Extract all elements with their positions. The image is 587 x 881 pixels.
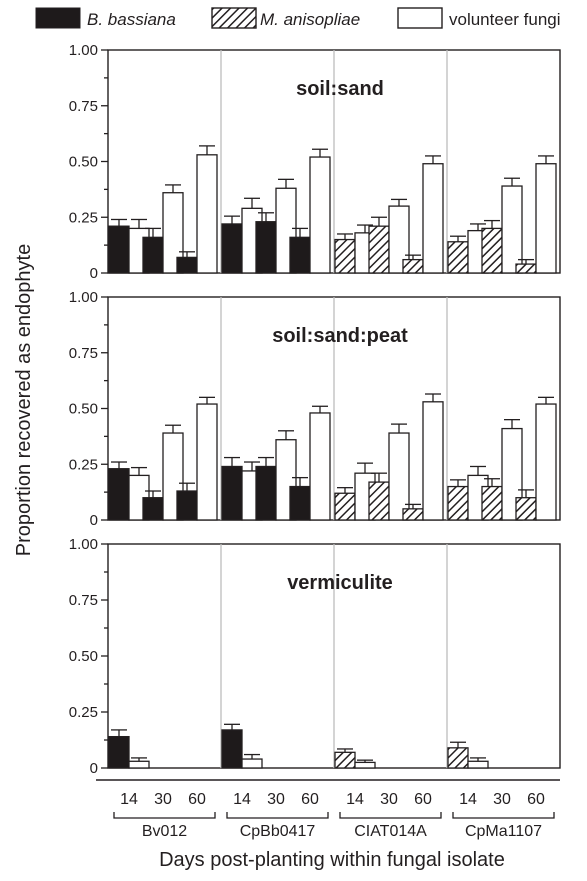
bar-bassiana xyxy=(221,223,243,274)
day-tick-label: 60 xyxy=(188,791,206,808)
legend-label-bassiana: B. bassiana xyxy=(87,10,176,29)
bar-volunteer xyxy=(309,412,331,521)
y-tick-label: 0 xyxy=(90,760,98,777)
legend: B. bassiana M. anisopliae volunteer fung… xyxy=(35,7,561,29)
bar-volunteer xyxy=(128,760,150,769)
bar-anisopliae xyxy=(447,241,469,274)
day-tick-label: 60 xyxy=(414,791,432,808)
bar-volunteer xyxy=(196,154,218,274)
bar-anisopliae xyxy=(402,508,424,521)
bar-bassiana xyxy=(108,735,130,769)
y-tick-label: 0.75 xyxy=(69,98,98,115)
bar-volunteer xyxy=(196,403,218,521)
bar-volunteer xyxy=(422,401,444,521)
panel-2: 0 0.25 0.50 0.75 1.00 soil:sand:peat xyxy=(69,289,561,529)
y-tick-label: 0.25 xyxy=(69,456,98,473)
day-tick-label: 14 xyxy=(233,791,251,808)
legend-swatch-volunteer xyxy=(397,7,443,29)
y-tick-label: 1.00 xyxy=(69,536,98,553)
bar-anisopliae xyxy=(447,485,469,521)
isolate-label: CpMa1107 xyxy=(465,823,542,840)
bar-bassiana xyxy=(108,225,130,274)
bar-volunteer xyxy=(467,760,489,769)
day-tick-label: 60 xyxy=(527,791,545,808)
day-tick-label: 30 xyxy=(154,791,172,808)
bar-anisopliae xyxy=(515,263,537,274)
y-tick-label: 0.50 xyxy=(69,154,98,171)
day-tick-label: 30 xyxy=(380,791,398,808)
bar-volunteer xyxy=(241,758,263,769)
bar-bassiana xyxy=(289,485,311,521)
panel-3: 0 0.25 0.50 0.75 1.00 vermiculite xyxy=(69,536,561,777)
y-tick-label: 0 xyxy=(90,512,98,529)
isolate-label: CIAT014A xyxy=(354,823,427,840)
day-tick-label: 30 xyxy=(493,791,511,808)
legend-swatch-anisopliae xyxy=(211,7,257,29)
isolate-label: CpBb0417 xyxy=(240,823,316,840)
panel-title: vermiculite xyxy=(287,572,393,594)
bar-anisopliae xyxy=(447,747,469,769)
bar-anisopliae xyxy=(334,238,356,274)
bar-volunteer xyxy=(354,761,376,769)
day-tick-label: 14 xyxy=(120,791,138,808)
panels: 0 0.25 0.50 0.75 1.00 soil:sand 0 0.25 0.50 0.75 1… xyxy=(69,42,561,777)
panel-1: 0 0.25 0.50 0.75 1.00 soil:sand xyxy=(69,42,561,282)
y-tick-label: 0.75 xyxy=(69,592,98,609)
bar-volunteer xyxy=(535,403,557,521)
y-axis-label: Proportion recovered as endophyte xyxy=(13,244,35,556)
panel-title: soil:sand xyxy=(296,78,384,100)
isolate-bracket xyxy=(113,812,216,819)
bar-bassiana xyxy=(289,236,311,274)
y-tick-label: 1.00 xyxy=(69,289,98,306)
bar-anisopliae xyxy=(402,258,424,274)
bar-bassiana xyxy=(108,468,130,521)
legend-label-anisopliae: M. anisopliae xyxy=(260,10,360,29)
isolate-label: Bv012 xyxy=(142,823,187,840)
day-tick-label: 60 xyxy=(301,791,319,808)
day-tick-label: 14 xyxy=(346,791,364,808)
y-tick-label: 0.50 xyxy=(69,401,98,418)
y-tick-label: 0.50 xyxy=(69,648,98,665)
panel-title: soil:sand:peat xyxy=(272,325,408,347)
bar-anisopliae xyxy=(368,481,390,521)
y-tick-label: 0 xyxy=(90,265,98,282)
isolate-bracket xyxy=(452,812,555,819)
bar-bassiana xyxy=(176,256,198,274)
isolate-bracket xyxy=(339,812,442,819)
bar-bassiana xyxy=(142,497,164,521)
bar-volunteer xyxy=(388,432,410,521)
bar-anisopliae xyxy=(368,225,390,274)
x-axis-label: Days post-planting within fungal isolate xyxy=(159,849,505,871)
bar-anisopliae xyxy=(481,227,503,274)
legend-swatch-bassiana xyxy=(35,7,81,29)
bar-bassiana xyxy=(221,465,243,521)
bar-bassiana xyxy=(142,236,164,274)
day-tick-label: 14 xyxy=(459,791,477,808)
bar-anisopliae xyxy=(481,485,503,521)
bar-anisopliae xyxy=(334,492,356,521)
day-tick-label: 30 xyxy=(267,791,285,808)
y-tick-label: 1.00 xyxy=(69,42,98,59)
bar-volunteer xyxy=(309,156,331,274)
bar-volunteer xyxy=(535,163,557,274)
legend-label-volunteer: volunteer fungi xyxy=(449,10,561,29)
y-tick-label: 0.25 xyxy=(69,209,98,226)
y-tick-label: 0.25 xyxy=(69,704,98,721)
bar-bassiana xyxy=(176,490,198,521)
bar-anisopliae xyxy=(334,751,356,769)
bar-bassiana xyxy=(255,465,277,521)
y-tick-label: 0.75 xyxy=(69,345,98,362)
isolate-bracket xyxy=(226,812,329,819)
bar-bassiana xyxy=(255,221,277,274)
bar-volunteer xyxy=(422,163,444,274)
bar-bassiana xyxy=(221,729,243,769)
bar-anisopliae xyxy=(515,497,537,521)
